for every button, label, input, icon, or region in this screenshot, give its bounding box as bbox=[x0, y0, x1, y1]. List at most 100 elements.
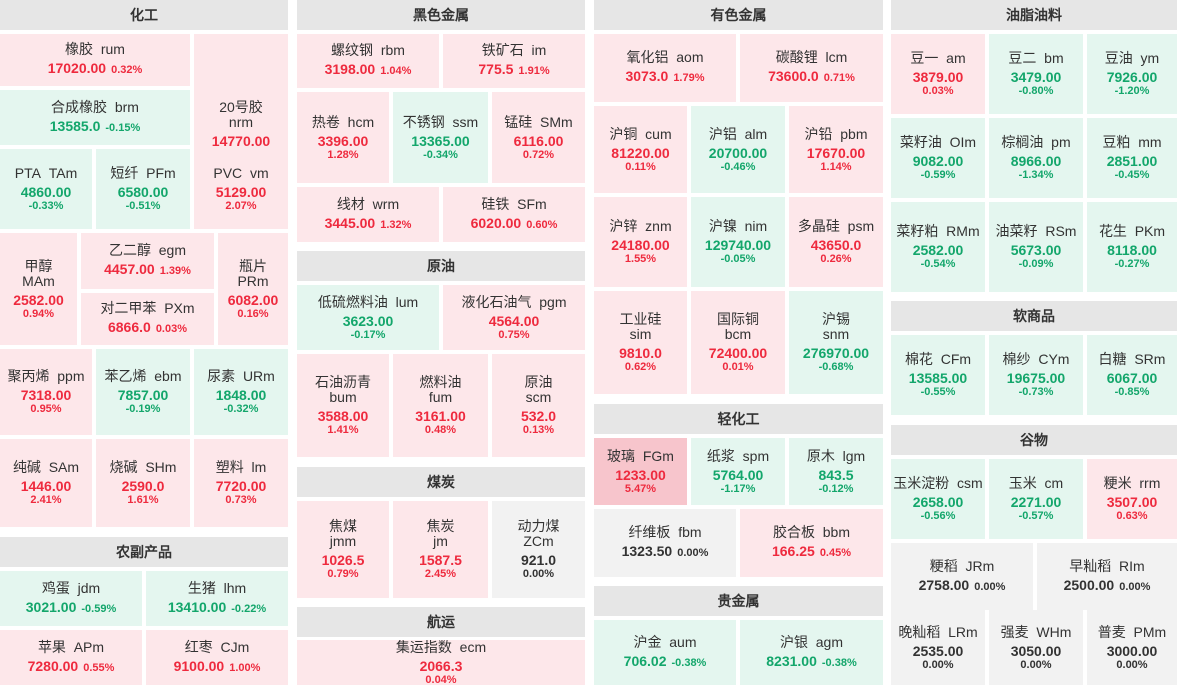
contract-price: 7280.00 bbox=[27, 657, 79, 674]
contract-change-pct: -0.34% bbox=[423, 148, 458, 161]
contract-tile-jmm[interactable]: 焦煤 jmm 1026.5 0.79% bbox=[297, 501, 389, 598]
contract-tile-sim[interactable]: 工业硅 sim 9810.0 0.62% bbox=[594, 291, 687, 394]
contract-label: 强麦 WHm bbox=[999, 624, 1074, 640]
contract-tile-psm[interactable]: 多晶硅 psm 43650.0 0.26% bbox=[789, 197, 883, 287]
contract-tile-ppm[interactable]: 聚丙烯 ppm 7318.00 0.95% bbox=[0, 349, 92, 435]
contract-code: znm bbox=[645, 218, 672, 234]
contract-tile-TAm[interactable]: PTA TAm 4860.00 -0.33% bbox=[0, 149, 92, 229]
contract-label: 鸡蛋 jdm bbox=[40, 580, 102, 596]
contract-tile-FGm[interactable]: 玻璃 FGm 1233.00 5.47% bbox=[594, 438, 687, 505]
contract-name: 玉米淀粉 bbox=[893, 475, 950, 491]
contract-tile-CJm[interactable]: 红枣 CJm 9100.00 1.00% bbox=[146, 630, 288, 685]
contract-tile-rrm[interactable]: 粳米 rrm 3507.00 0.63% bbox=[1087, 459, 1177, 539]
contract-tile-PRm[interactable]: 瓶片 PRm 6082.00 0.16% bbox=[218, 233, 288, 345]
contract-label: 螺纹钢 rbm bbox=[329, 43, 407, 58]
contract-tile-bum[interactable]: 石油沥青 bum 3588.00 1.41% bbox=[297, 354, 389, 457]
contract-tile-ssm[interactable]: 不锈钢 ssm 13365.00 -0.34% bbox=[393, 92, 488, 183]
contract-tile-LRm[interactable]: 晚籼稻 LRm 2535.00 0.00% bbox=[891, 610, 985, 685]
contract-tile-PFm[interactable]: 短纤 PFm 6580.00 -0.51% bbox=[96, 149, 190, 229]
contract-tile-agm[interactable]: 沪银 agm 8231.00 -0.38% bbox=[740, 620, 883, 685]
contract-name: 铁矿石 bbox=[481, 42, 524, 58]
contract-name: 纯碱 bbox=[12, 459, 41, 475]
section-header-gj: 贵金属 bbox=[594, 586, 883, 616]
contract-change-pct: 0.63% bbox=[1116, 510, 1148, 522]
contract-label: 早籼稻 RIm bbox=[1067, 558, 1146, 574]
contract-tile-im[interactable]: 铁矿石 im 775.5 1.91% bbox=[443, 34, 585, 88]
contract-label: 工业硅 sim bbox=[618, 312, 664, 342]
contract-tile-ecm[interactable]: 集运指数 ecm 2066.3 0.04% bbox=[297, 640, 585, 685]
contract-tile-lcm[interactable]: 碳酸锂 lcm 73600.0 0.71% bbox=[740, 34, 883, 102]
contract-tile-cum[interactable]: 沪铜 cum 81220.00 0.11% bbox=[594, 106, 687, 193]
contract-tile-ym[interactable]: 豆油 ym 7926.00 -1.20% bbox=[1087, 34, 1177, 114]
contract-tile-OIm[interactable]: 菜籽油 OIm 9082.00 -0.59% bbox=[891, 118, 985, 198]
contract-tile-PXm[interactable]: 对二甲苯 PXm 6866.0 0.03% bbox=[81, 293, 214, 345]
contract-tile-brm[interactable]: 合成橡胶 brm 13585.0 -0.15% bbox=[0, 90, 190, 145]
contract-tile-SMm[interactable]: 锰硅 SMm 6116.00 0.72% bbox=[492, 92, 585, 183]
contract-tile-ZCm[interactable]: 动力煤 ZCm 921.0 0.00% bbox=[492, 501, 585, 598]
contract-change-pct: 1.55% bbox=[624, 253, 657, 265]
contract-tile-wrm[interactable]: 线材 wrm 3445.00 1.32% bbox=[297, 187, 439, 242]
contract-tile-pbm[interactable]: 沪铅 pbm 17670.00 1.14% bbox=[789, 106, 883, 193]
contract-tile-PMm[interactable]: 普麦 PMm 3000.00 0.00% bbox=[1087, 610, 1177, 685]
contract-tile-RIm[interactable]: 早籼稻 RIm 2500.00 0.00% bbox=[1037, 543, 1177, 610]
contract-code: URm bbox=[242, 368, 275, 384]
contract-code: lum bbox=[395, 293, 419, 310]
contract-label: 短纤 PFm bbox=[108, 166, 177, 181]
contract-tile-SRm[interactable]: 白糖 SRm 6067.00 -0.85% bbox=[1087, 335, 1177, 415]
contract-tile-pm[interactable]: 棕榈油 pm 8966.00 -1.34% bbox=[989, 118, 1083, 198]
contract-tile-egm[interactable]: 乙二醇 egm 4457.00 1.39% bbox=[81, 233, 214, 289]
contract-tile-alm[interactable]: 沪铝 alm 20700.00 -0.46% bbox=[691, 106, 785, 193]
contract-tile-mm[interactable]: 豆粕 mm 2851.00 -0.45% bbox=[1087, 118, 1177, 198]
contract-tile-ebm[interactable]: 苯乙烯 ebm 7857.00 -0.19% bbox=[96, 349, 190, 435]
contract-tile-CFm[interactable]: 棉花 CFm 13585.00 -0.55% bbox=[891, 335, 985, 415]
contract-code: SAm bbox=[48, 459, 80, 475]
contract-tile-vm[interactable]: PVC vm 5129.00 2.07% bbox=[194, 149, 288, 229]
contract-code: fbm bbox=[678, 524, 702, 540]
contract-change-pct: 0.45% bbox=[819, 547, 852, 559]
contract-tile-URm[interactable]: 尿素 URm 1848.00 -0.32% bbox=[194, 349, 288, 435]
contract-tile-fum[interactable]: 燃料油 fum 3161.00 0.48% bbox=[393, 354, 488, 457]
contract-tile-rum[interactable]: 橡胶 rum 17020.00 0.32% bbox=[0, 34, 190, 86]
contract-label: 红枣 CJm bbox=[183, 639, 252, 655]
contract-code: PXm bbox=[164, 300, 195, 316]
contract-tile-fbm[interactable]: 纤维板 fbm 1323.50 0.00% bbox=[594, 509, 736, 577]
contract-tile-bcm[interactable]: 国际铜 bcm 72400.00 0.01% bbox=[691, 291, 785, 394]
contract-tile-lhm[interactable]: 生猪 lhm 13410.00 -0.22% bbox=[146, 571, 288, 626]
contract-tile-aom[interactable]: 氧化铝 aom 3073.0 1.79% bbox=[594, 34, 736, 102]
contract-tile-hcm[interactable]: 热卷 hcm 3396.00 1.28% bbox=[297, 92, 389, 183]
contract-tile-RMm[interactable]: 菜籽粕 RMm 2582.00 -0.54% bbox=[891, 202, 985, 292]
contract-tile-lgm[interactable]: 原木 lgm 843.5 -0.12% bbox=[789, 438, 883, 505]
contract-tile-csm[interactable]: 玉米淀粉 csm 2658.00 -0.56% bbox=[891, 459, 985, 539]
contract-tile-MAm[interactable]: 甲醇 MAm 2582.00 0.94% bbox=[0, 233, 77, 345]
contract-tile-WHm[interactable]: 强麦 WHm 3050.00 0.00% bbox=[989, 610, 1083, 685]
contract-tile-spm[interactable]: 纸浆 spm 5764.00 -1.17% bbox=[691, 438, 785, 505]
contract-code: bm bbox=[1044, 50, 1064, 66]
contract-tile-bm[interactable]: 豆二 bm 3479.00 -0.80% bbox=[989, 34, 1083, 114]
contract-tile-JRm[interactable]: 粳稻 JRm 2758.00 0.00% bbox=[891, 543, 1033, 610]
contract-tile-jm[interactable]: 焦炭 jm 1587.5 2.45% bbox=[393, 501, 488, 598]
contract-tile-SAm[interactable]: 纯碱 SAm 1446.00 2.41% bbox=[0, 439, 92, 527]
contract-tile-SFm[interactable]: 硅铁 SFm 6020.00 0.60% bbox=[443, 187, 585, 242]
contract-tile-am[interactable]: 豆一 am 3879.00 0.03% bbox=[891, 34, 985, 114]
contract-tile-lm[interactable]: 塑料 lm 7720.00 0.73% bbox=[194, 439, 288, 527]
contract-change-pct: -0.73% bbox=[1018, 386, 1054, 398]
contract-tile-PKm[interactable]: 花生 PKm 8118.00 -0.27% bbox=[1087, 202, 1177, 292]
contract-tile-jdm[interactable]: 鸡蛋 jdm 3021.00 -0.59% bbox=[0, 571, 142, 626]
contract-tile-bbm[interactable]: 胶合板 bbm 166.25 0.45% bbox=[740, 509, 883, 577]
contract-tile-rbm[interactable]: 螺纹钢 rbm 3198.00 1.04% bbox=[297, 34, 439, 88]
contract-tile-znm[interactable]: 沪锌 znm 24180.00 1.55% bbox=[594, 197, 687, 287]
contract-tile-RSm[interactable]: 油菜籽 RSm 5673.00 -0.09% bbox=[989, 202, 1083, 292]
contract-tile-pgm[interactable]: 液化石油气 pgm 4564.00 0.75% bbox=[443, 285, 585, 350]
contract-change-pct: 0.00% bbox=[522, 568, 555, 580]
contract-tile-lum[interactable]: 低硫燃料油 lum 3623.00 -0.17% bbox=[297, 285, 439, 350]
contract-tile-SHm[interactable]: 烧碱 SHm 2590.0 1.61% bbox=[96, 439, 190, 527]
section-header-yy: 原油 bbox=[297, 251, 585, 281]
contract-tile-scm[interactable]: 原油 scm 532.0 0.13% bbox=[492, 354, 585, 457]
contract-code: rum bbox=[100, 41, 125, 57]
contract-tile-cm[interactable]: 玉米 cm 2271.00 -0.57% bbox=[989, 459, 1083, 539]
contract-tile-CYm[interactable]: 棉纱 CYm 19675.00 -0.73% bbox=[989, 335, 1083, 415]
contract-tile-aum[interactable]: 沪金 aum 706.02 -0.38% bbox=[594, 620, 736, 685]
contract-tile-nim[interactable]: 沪镍 nim 129740.00 -0.05% bbox=[691, 197, 785, 287]
contract-tile-snm[interactable]: 沪锡 snm 276970.00 -0.68% bbox=[789, 291, 883, 394]
contract-tile-APm[interactable]: 苹果 APm 7280.00 0.55% bbox=[0, 630, 142, 685]
